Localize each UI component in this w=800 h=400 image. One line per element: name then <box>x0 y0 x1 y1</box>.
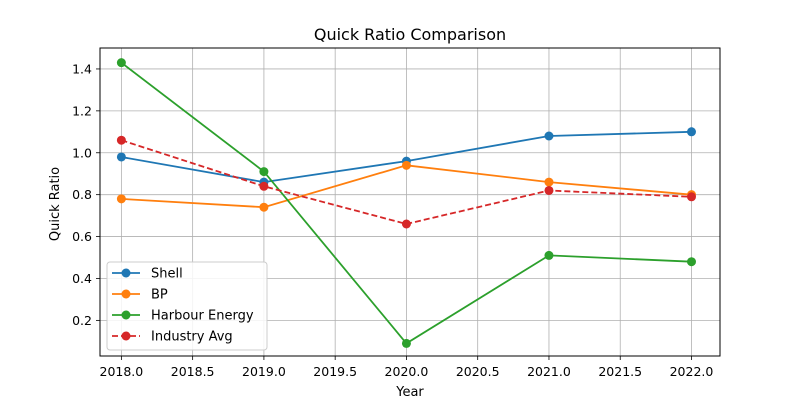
data-point-bp <box>544 177 554 187</box>
legend-label-harbour-energy: Harbour Energy <box>151 309 254 324</box>
y-tick-label: 0.8 <box>72 187 92 202</box>
legend-label-industry-avg: Industry Avg <box>151 330 233 345</box>
data-point-harbour-energy <box>544 250 554 260</box>
data-point-harbour-energy <box>116 58 126 68</box>
legend-marker-shell <box>121 268 131 278</box>
series-lines <box>116 58 696 348</box>
legend-marker-bp <box>121 289 131 299</box>
legend: Shell BP Harbour Energy Industry Avg <box>106 261 268 351</box>
data-point-bp <box>259 202 269 212</box>
data-point-industry-avg <box>686 192 696 202</box>
data-point-shell <box>686 127 696 137</box>
legend-box <box>106 261 268 351</box>
y-axis-label: Quick Ratio <box>48 167 63 241</box>
y-tick-label: 0.2 <box>72 313 92 328</box>
x-tick-label: 2018.0 <box>100 364 144 379</box>
y-tick-label: 1.2 <box>72 103 92 118</box>
legend-label-shell: Shell <box>151 267 183 282</box>
data-point-harbour-energy <box>686 257 696 267</box>
data-point-harbour-energy <box>401 338 411 348</box>
x-axis-label: Year <box>395 385 424 400</box>
x-tick-label: 2018.5 <box>171 364 215 379</box>
legend-label-bp: BP <box>151 288 168 303</box>
x-tick-label: 2019.0 <box>242 364 286 379</box>
legend-marker-industry-avg <box>121 331 131 341</box>
legend-marker-harbour-energy <box>121 310 131 320</box>
x-tick-label: 2021.5 <box>598 364 642 379</box>
data-point-industry-avg <box>544 185 554 195</box>
grid-lines <box>100 48 720 356</box>
axis-ticks: 2018.0 2018.5 2019.0 2019.5 2020.0 2020.5 2021… <box>72 61 713 379</box>
data-point-shell <box>544 131 554 141</box>
y-tick-label: 0.4 <box>72 271 92 286</box>
x-tick-label: 2020.0 <box>385 364 429 379</box>
data-point-industry-avg <box>259 181 269 191</box>
y-tick-label: 1.0 <box>72 145 92 160</box>
chart-title: Quick Ratio Comparison <box>314 25 506 44</box>
x-tick-label: 2019.5 <box>313 364 357 379</box>
data-point-industry-avg <box>116 135 126 145</box>
y-tick-label: 1.4 <box>72 61 92 76</box>
plot-frame <box>99 47 721 357</box>
x-tick-label: 2022.0 <box>670 364 714 379</box>
data-point-harbour-energy <box>259 167 269 177</box>
data-point-bp <box>116 194 126 204</box>
y-tick-label: 0.6 <box>72 229 92 244</box>
data-point-bp <box>401 160 411 170</box>
x-tick-label: 2020.5 <box>456 364 500 379</box>
data-point-industry-avg <box>401 219 411 229</box>
data-point-shell <box>116 152 126 162</box>
x-tick-label: 2021.0 <box>527 364 571 379</box>
